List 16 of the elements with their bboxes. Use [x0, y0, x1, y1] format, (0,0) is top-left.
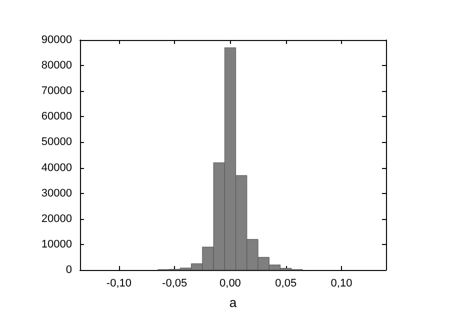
x-tick-label: 0,10 — [330, 278, 352, 290]
y-tick-label: 50000 — [41, 136, 72, 148]
x-tick-label: -0,05 — [162, 278, 188, 290]
y-tick-label: 40000 — [41, 162, 72, 174]
y-tick-label: 10000 — [41, 238, 72, 250]
y-tick-label: 70000 — [41, 85, 72, 98]
x-axis-title: a — [229, 295, 238, 310]
y-tick-label: 20000 — [41, 212, 72, 225]
x-tick-label: -0,10 — [106, 278, 132, 290]
y-tick-label: 30000 — [41, 187, 72, 200]
y-tick-label: 0 — [66, 264, 72, 276]
y-tick-label: 80000 — [41, 60, 72, 72]
y-tick-label: 60000 — [41, 110, 72, 123]
y-tick-label: 90000 — [41, 34, 72, 46]
x-tick-label: 0,00 — [220, 278, 241, 290]
x-tick-label: 0,05 — [275, 278, 297, 290]
